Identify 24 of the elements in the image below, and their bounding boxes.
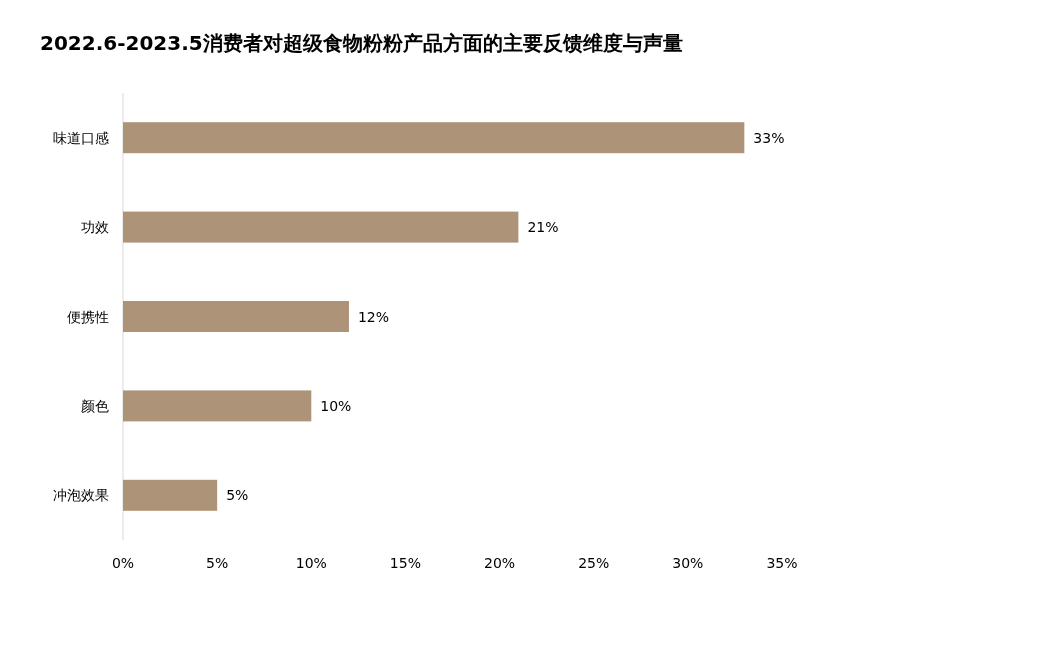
bar (123, 301, 349, 332)
x-tick-label: 25% (578, 555, 610, 571)
bar (123, 122, 745, 154)
data-label: 33% (753, 129, 785, 146)
data-label: 12% (357, 308, 390, 325)
data-label: 21% (527, 219, 559, 236)
y-tick-label: 便携性 (67, 308, 109, 325)
chart-title: 2022.6-2023.5消费者对超级食物粉粉产品方面的主要反馈维度与声量 (40, 31, 683, 55)
x-tick-label: 5% (206, 555, 229, 571)
y-tick-label: 功效 (81, 219, 109, 236)
x-tick-label: 0% (111, 555, 135, 571)
y-tick-label: 冲泡效果 (53, 487, 109, 504)
bar (123, 211, 519, 243)
bar (123, 479, 218, 511)
x-tick-label: 10% (295, 555, 327, 571)
x-tick-label: 20% (484, 555, 516, 571)
y-tick-label: 味道口感 (53, 129, 109, 146)
bar (123, 390, 312, 422)
data-label: 10% (320, 397, 352, 414)
x-tick-label: 30% (672, 555, 704, 571)
y-tick-label: 颜色 (81, 397, 109, 414)
x-tick-label: 15% (389, 555, 421, 571)
data-label: 5% (226, 487, 249, 504)
x-tick-label: 35% (766, 555, 798, 571)
